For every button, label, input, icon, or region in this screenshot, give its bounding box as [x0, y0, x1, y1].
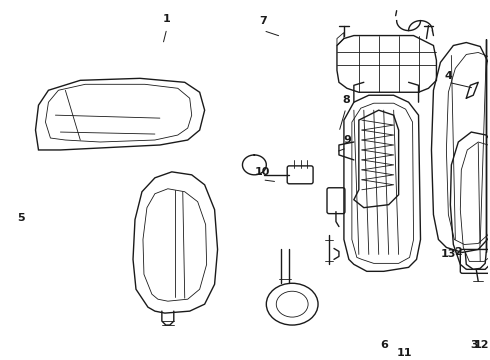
Text: 12: 12 — [473, 340, 489, 350]
Text: 10: 10 — [255, 167, 270, 177]
Text: 13: 13 — [441, 249, 456, 260]
Text: 6: 6 — [380, 340, 388, 350]
Text: 7: 7 — [260, 15, 267, 26]
Text: 8: 8 — [342, 95, 350, 105]
Text: 5: 5 — [17, 213, 24, 222]
Text: 1: 1 — [163, 14, 171, 24]
Text: 2: 2 — [454, 247, 462, 257]
Text: 11: 11 — [397, 348, 413, 358]
Text: 9: 9 — [343, 135, 351, 145]
Text: 3: 3 — [470, 340, 478, 350]
Text: 4: 4 — [444, 71, 452, 81]
